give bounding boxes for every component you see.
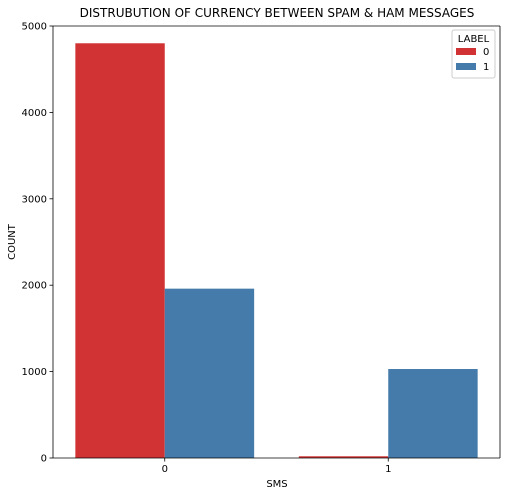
legend-title: LABEL xyxy=(458,34,490,45)
plot-area xyxy=(75,43,478,458)
legend: LABEL 0 1 xyxy=(451,29,496,79)
legend-swatch-0 xyxy=(456,48,476,55)
legend-swatch-1 xyxy=(456,63,476,70)
legend-label-0: 0 xyxy=(483,47,489,58)
x-axis-label: SMS xyxy=(266,479,287,490)
legend-label-1: 1 xyxy=(483,62,489,73)
bar-1-series-1 xyxy=(388,369,478,458)
axes: 0 1000 2000 3000 4000 5000 0 1 xyxy=(22,22,501,475)
y-tick-label-4000: 4000 xyxy=(22,108,47,119)
bar-1-series-0 xyxy=(298,456,389,458)
x-tick-label-0: 0 xyxy=(162,464,168,475)
bar-0-series-0 xyxy=(75,43,165,458)
y-tick-label-1000: 1000 xyxy=(22,367,47,378)
bar-0-series-1 xyxy=(164,288,255,458)
y-tick-label-5000: 5000 xyxy=(22,22,47,33)
y-tick-label-0: 0 xyxy=(41,454,47,465)
y-tick-label-3000: 3000 xyxy=(22,194,47,205)
chart-title: DISTRUBUTION OF CURRENCY BETWEEN SPAM & … xyxy=(80,6,475,20)
y-axis-label: COUNT xyxy=(7,223,18,260)
y-tick-label-2000: 2000 xyxy=(22,281,47,292)
x-tick-label-1: 1 xyxy=(385,464,391,475)
